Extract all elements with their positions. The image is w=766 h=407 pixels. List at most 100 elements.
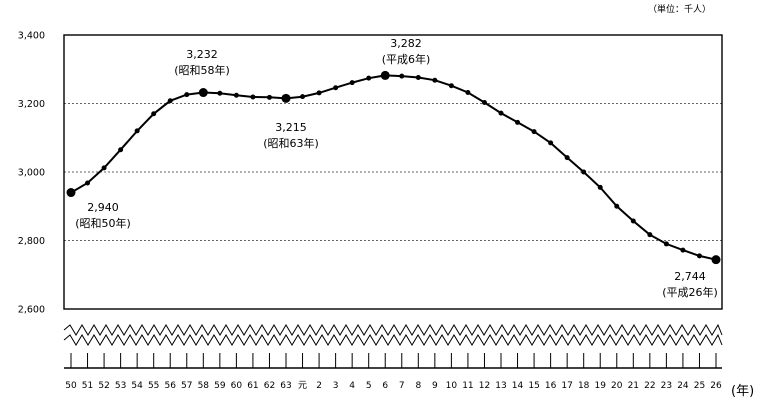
data-point-highlight [281, 93, 291, 103]
data-point [366, 75, 372, 81]
x-tick-label: 63 [280, 381, 291, 391]
data-label-note: (平成6年) [382, 52, 431, 66]
data-point [300, 94, 306, 100]
data-point [349, 80, 355, 86]
data-point [134, 128, 140, 134]
x-tick-label: 52 [98, 381, 109, 391]
data-point [498, 110, 504, 116]
x-tick-label: 7 [399, 381, 405, 391]
data-point [118, 147, 124, 153]
data-point [531, 129, 537, 135]
data-point [217, 90, 223, 96]
x-tick-label: 8 [415, 381, 421, 391]
x-axis-unit-label: (年) [731, 384, 754, 399]
data-point [448, 83, 454, 89]
data-point-highlight [711, 255, 721, 265]
x-tick-label: 17 [561, 381, 572, 391]
y-axis-ticks: 2,600 2,800 3,000 3,200 3,400 [18, 31, 45, 316]
data-point [564, 155, 570, 161]
data-label-value: 3,215 [275, 121, 307, 134]
annotations-layer: 2,940 (昭和50年) 3,232 (昭和58年) 3,215 (昭和63年) 3,28… [75, 37, 718, 299]
x-axis: 50 51 52 53 54 55 56 57 58 59 60 61 62 63 元 2 3 4 5 6 7 8 9 10 1… [64, 353, 722, 391]
x-tick-label: 21 [628, 381, 639, 391]
data-point [696, 253, 702, 259]
x-tick-label: 23 [661, 381, 672, 391]
data-point [630, 218, 636, 224]
x-tick-label: 53 [115, 381, 126, 391]
data-point [647, 232, 653, 238]
data-point-highlight [66, 188, 76, 198]
x-tick-label: 14 [512, 381, 524, 391]
data-label-value: 3,282 [390, 37, 422, 50]
x-tick-label: 58 [198, 381, 210, 391]
x-tick-label: 4 [349, 381, 355, 391]
x-tick-label: 62 [264, 381, 275, 391]
data-point [316, 90, 322, 96]
x-tick-label: 26 [710, 381, 722, 391]
x-tick-label: 25 [694, 381, 705, 391]
x-tick-label: 15 [528, 381, 539, 391]
y-tick-label: 3,200 [18, 99, 45, 110]
x-tick-label: 54 [131, 381, 143, 391]
x-tick-label: 11 [462, 381, 473, 391]
data-label-value: 3,232 [186, 48, 218, 61]
zigzag-line-upper [63, 323, 723, 336]
x-tick-label: 56 [165, 381, 177, 391]
series-line [70, 74, 717, 261]
data-point [465, 90, 471, 96]
x-tick-label: 元 [298, 381, 307, 391]
x-tick-label: 13 [495, 381, 506, 391]
x-tick-label: 12 [479, 381, 490, 391]
x-tick-label: 61 [247, 381, 258, 391]
data-point [481, 99, 487, 105]
y-tick-label: 2,800 [18, 236, 45, 247]
unit-label: （単位：千人） [648, 3, 711, 15]
data-point [415, 74, 421, 80]
x-tick-label: 55 [148, 381, 159, 391]
x-tick-label: 9 [432, 381, 438, 391]
data-point [680, 247, 686, 253]
data-points-layer [66, 70, 721, 265]
data-point [250, 94, 256, 100]
gridlines [64, 103, 722, 241]
data-line-layer [70, 74, 717, 261]
x-tick-label: 59 [214, 381, 226, 391]
data-label-note: (昭和50年) [75, 216, 131, 230]
x-tick-label: 16 [545, 381, 557, 391]
data-point [515, 119, 521, 125]
data-point [266, 94, 272, 100]
x-tick-label: 18 [578, 381, 590, 391]
x-tick-label: 50 [65, 381, 77, 391]
data-point [399, 73, 405, 79]
data-point [614, 203, 620, 209]
x-tick-label: 51 [82, 381, 93, 391]
data-point [581, 169, 587, 175]
data-point [184, 92, 190, 98]
x-tick-label: 3 [333, 381, 339, 391]
x-tick-label: 22 [644, 381, 655, 391]
x-tick-label: 2 [316, 381, 322, 391]
x-tick-label: 57 [181, 381, 192, 391]
data-point [101, 165, 107, 171]
data-point [167, 98, 173, 104]
x-tick-label: 6 [382, 381, 388, 391]
x-tick-label: 60 [231, 381, 243, 391]
data-point [663, 241, 669, 247]
x-tick-label: 19 [595, 381, 607, 391]
y-tick-label: 3,000 [18, 168, 45, 179]
data-point [85, 180, 91, 186]
data-label-note: (昭和63年) [263, 136, 319, 150]
x-tick-label: 20 [611, 381, 623, 391]
y-tick-label: 2,600 [18, 305, 45, 316]
data-point [597, 184, 603, 190]
data-point-highlight [380, 70, 390, 80]
data-point [233, 92, 239, 98]
axis-break-zigzag [63, 323, 723, 346]
x-tick-label: 10 [446, 381, 458, 391]
data-point [432, 77, 438, 83]
data-label-value: 2,744 [674, 270, 706, 283]
x-tick-label: 24 [677, 381, 689, 391]
data-point [151, 111, 157, 117]
y-tick-label: 3,400 [18, 31, 45, 42]
